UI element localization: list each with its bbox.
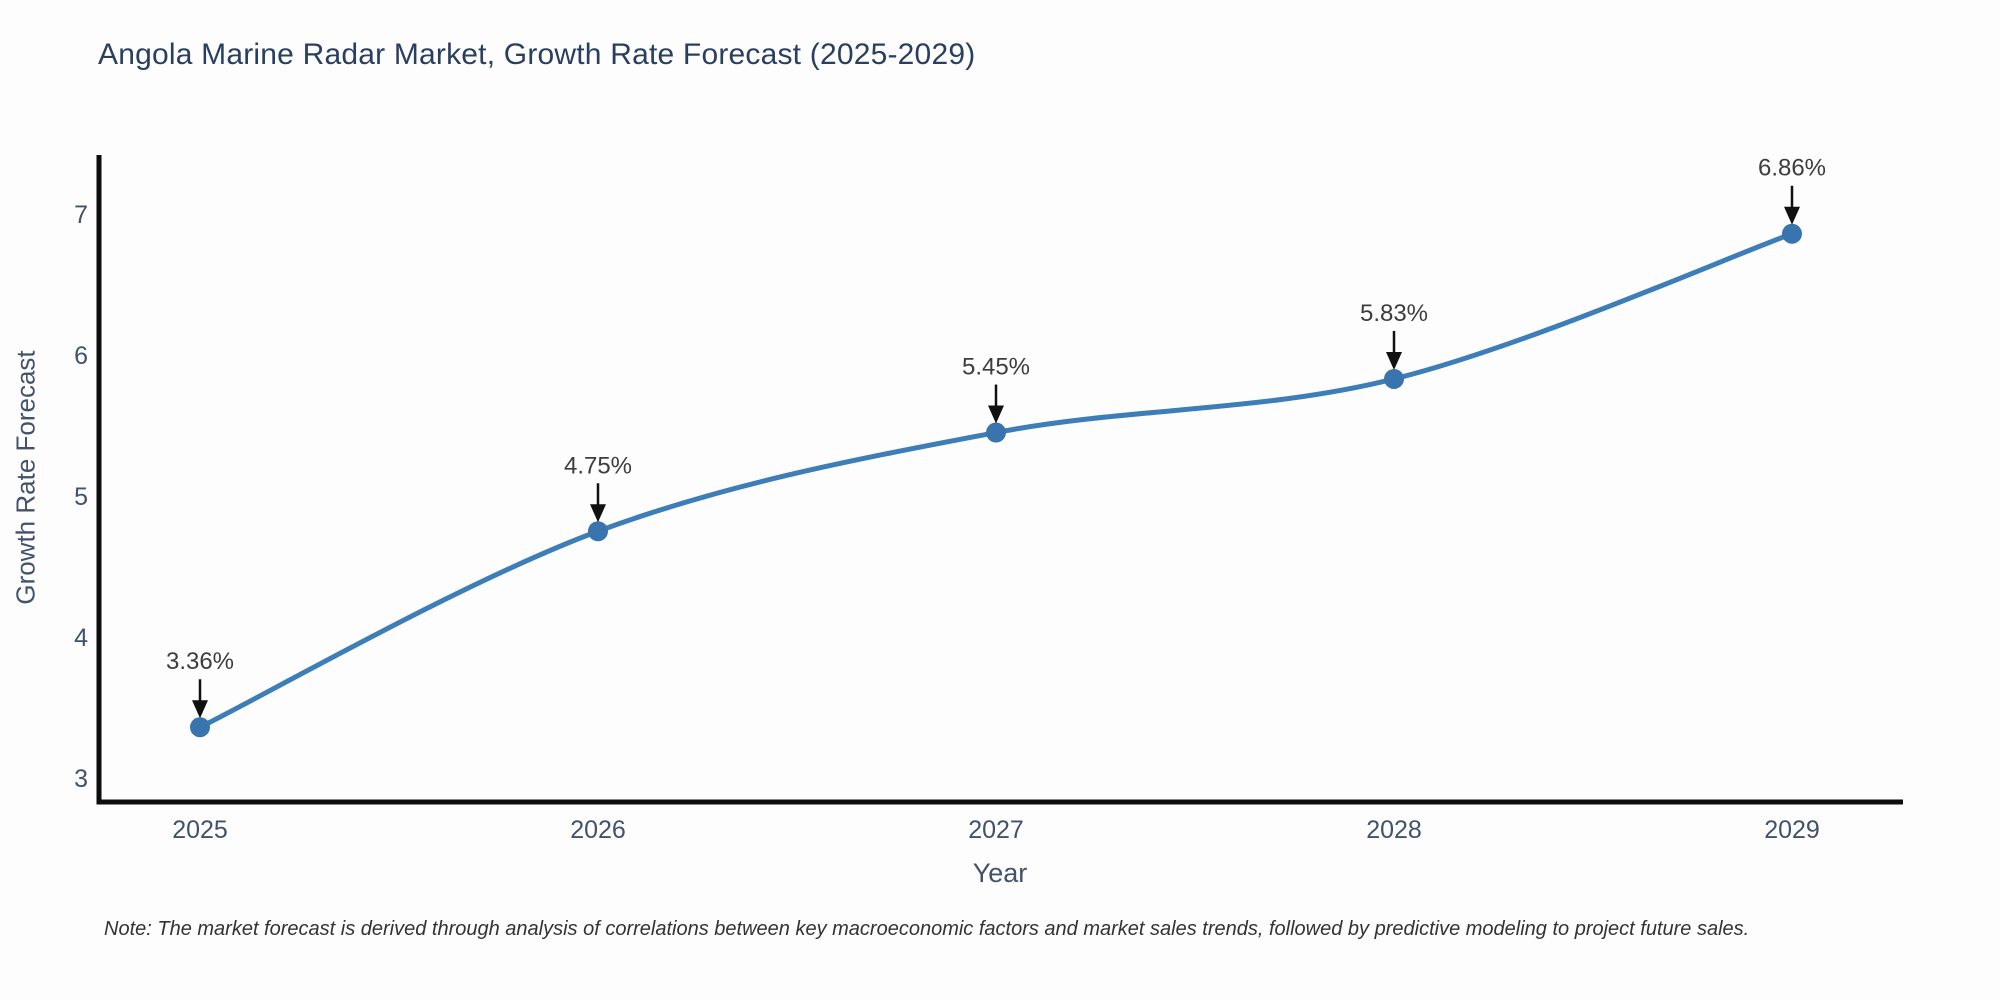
point-annotation-label: 5.83% bbox=[1360, 300, 1428, 327]
data-point-marker bbox=[1782, 223, 1802, 244]
chart-line bbox=[197, 231, 1795, 730]
data-point-marker bbox=[588, 521, 608, 542]
y-tick-label: 3 bbox=[74, 765, 88, 793]
annotation-arrowhead bbox=[988, 405, 1004, 424]
y-tick-label: 4 bbox=[74, 624, 88, 652]
annotation-arrowhead bbox=[192, 700, 208, 719]
y-tick-label: 7 bbox=[74, 201, 88, 229]
annotation-arrowhead bbox=[1784, 206, 1800, 225]
point-annotation-label: 4.75% bbox=[564, 452, 632, 479]
y-tick-label: 5 bbox=[74, 483, 88, 511]
y-axis-title: Growth Rate Forecast bbox=[10, 350, 41, 605]
point-annotation-label: 6.86% bbox=[1758, 155, 1826, 182]
chart-title: Angola Marine Radar Market, Growth Rate … bbox=[98, 38, 976, 71]
annotation-arrowhead bbox=[1386, 351, 1402, 370]
footnote: Note: The market forecast is derived thr… bbox=[104, 918, 1750, 940]
data-point-marker bbox=[986, 422, 1006, 443]
x-axis-title: Year bbox=[972, 858, 1028, 888]
point-annotation-label: 5.45% bbox=[962, 354, 1030, 381]
x-tick-label: 2028 bbox=[1366, 816, 1422, 844]
annotation-arrowhead bbox=[590, 504, 606, 523]
x-tick-label: 2026 bbox=[570, 816, 626, 844]
x-tick-label: 2029 bbox=[1764, 816, 1820, 844]
x-tick-label: 2025 bbox=[172, 816, 228, 844]
x-tick-label: 2027 bbox=[968, 816, 1024, 844]
y-tick-label: 6 bbox=[74, 342, 88, 370]
data-point-marker bbox=[190, 717, 210, 738]
point-annotation-label: 3.36% bbox=[166, 648, 234, 675]
data-point-marker bbox=[1384, 368, 1404, 389]
